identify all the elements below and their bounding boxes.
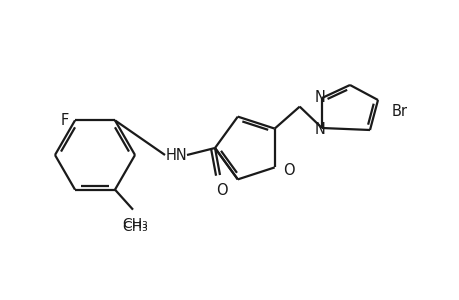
Text: O: O	[282, 163, 294, 178]
Text: N: N	[314, 89, 325, 104]
Text: F: F	[61, 113, 69, 128]
Text: HN: HN	[166, 148, 187, 163]
Text: CH₃: CH₃	[122, 220, 147, 234]
Text: CH₃: CH₃	[122, 217, 147, 231]
Text: Br: Br	[391, 104, 407, 119]
Text: O: O	[216, 183, 227, 198]
Text: N: N	[314, 122, 325, 136]
